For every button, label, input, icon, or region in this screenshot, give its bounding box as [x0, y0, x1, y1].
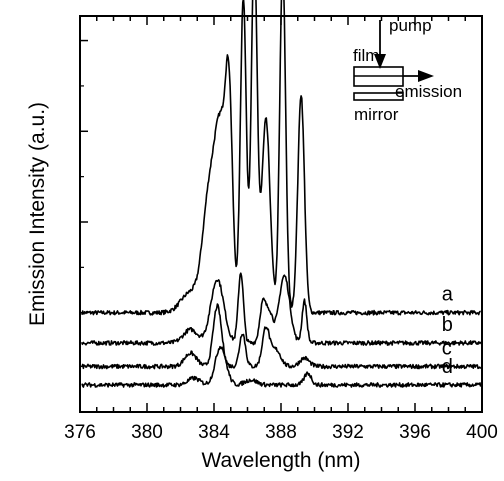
y-axis-ticks [80, 39, 88, 368]
x-tick-labels: 376 380 384 388 392 396 400 [64, 422, 498, 443]
spectrum-line-d [81, 345, 482, 388]
x-tick-label: 400 [466, 422, 498, 443]
pump-arrowhead-icon [374, 54, 386, 69]
spectra-series [81, 0, 482, 388]
pump-label: pump [389, 16, 432, 35]
x-tick-label: 392 [332, 422, 364, 443]
x-axis-ticks [79, 16, 483, 412]
spectrum-line-b [81, 272, 482, 346]
x-tick-label: 376 [64, 422, 96, 443]
film-label: film [353, 46, 379, 65]
curve-label-b: b [442, 314, 453, 336]
x-axis-title: Wavelength (nm) [201, 449, 360, 472]
x-tick-label: 396 [399, 422, 431, 443]
emission-label: emission [395, 82, 462, 101]
spectrum-line-c [81, 303, 482, 370]
emission-arrowhead-icon [418, 70, 434, 82]
mirror-box [353, 92, 404, 101]
x-tick-label: 388 [265, 422, 297, 443]
curve-label-c: c [442, 337, 452, 359]
x-tick-label: 380 [131, 422, 163, 443]
inset-diagram: pump film emission mirror [353, 16, 462, 124]
curve-label-d: d [442, 356, 453, 378]
x-tick-label: 384 [198, 422, 230, 443]
spectrum-line-a [81, 0, 481, 316]
curve-label-a: a [442, 284, 454, 306]
mirror-label: mirror [354, 105, 399, 124]
y-axis-title: Emission Intensity (a.u.) [26, 102, 49, 326]
